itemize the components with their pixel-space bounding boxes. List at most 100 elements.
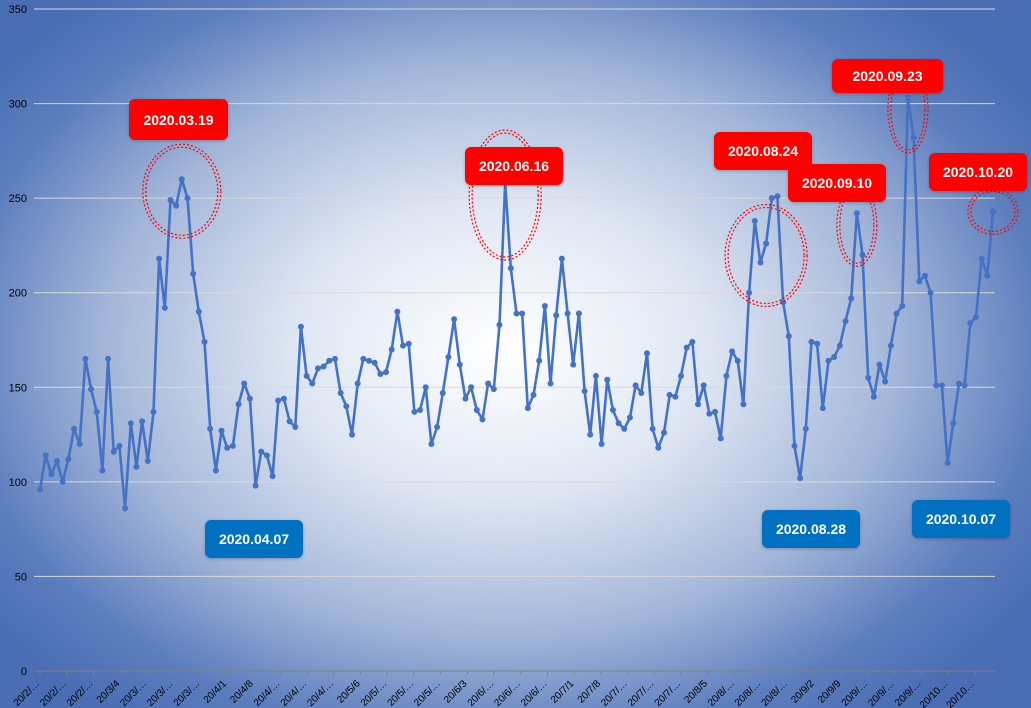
data-point (275, 397, 282, 404)
data-point (88, 386, 95, 393)
highlight-ring (724, 203, 808, 308)
annotation-2020-10-07: 2020.10.07 (912, 500, 1010, 538)
x-tick-label: 20/5/… (359, 678, 390, 708)
data-point (400, 342, 407, 349)
data-point (286, 418, 293, 425)
data-point (938, 382, 945, 389)
data-point (428, 441, 435, 448)
data-point (547, 380, 554, 387)
data-point (825, 357, 832, 364)
data-point (82, 355, 89, 362)
data-point (405, 340, 412, 347)
annotation-2020-04-07: 2020.04.07 (205, 520, 303, 558)
data-point (252, 482, 259, 489)
data-point (366, 357, 373, 364)
data-point (303, 372, 310, 379)
data-point (105, 355, 112, 362)
data-point (507, 265, 514, 272)
x-tick-label: 20/2/… (12, 678, 43, 708)
x-tick-label: 20/9/… (866, 678, 897, 708)
data-point (575, 310, 582, 317)
data-point (184, 195, 191, 202)
highlight-ring (970, 190, 1016, 232)
y-tick-label: 150 (9, 382, 27, 394)
data-point (445, 354, 452, 361)
y-tick-label: 350 (9, 4, 27, 16)
data-point (751, 217, 758, 224)
data-point (292, 424, 299, 431)
x-tick-label: 20/7/… (599, 678, 630, 708)
data-point (161, 304, 168, 311)
data-point (899, 302, 906, 309)
x-tick-label: 20/4/… (279, 678, 310, 708)
data-point (791, 442, 798, 449)
x-tick-label: 20/2/… (38, 678, 69, 708)
data-point (519, 310, 526, 317)
data-point (723, 372, 730, 379)
data-point (609, 406, 616, 413)
annotation-2020-09-23: 2020.09.23 (832, 59, 943, 93)
data-point (955, 380, 962, 387)
highlight-rings (142, 66, 1019, 308)
data-point (235, 401, 242, 408)
data-point (93, 408, 100, 415)
highlight-ring (468, 129, 542, 261)
data-point (615, 420, 622, 427)
y-tick-label: 250 (9, 193, 27, 205)
x-tick-label: 20/3/… (118, 678, 149, 708)
data-point (961, 382, 968, 389)
data-point (371, 359, 378, 366)
data-point (241, 380, 248, 387)
data-point (71, 425, 78, 432)
data-point (689, 338, 696, 345)
data-point (229, 442, 236, 449)
data-point (859, 251, 866, 258)
data-point (280, 395, 287, 402)
data-point (263, 452, 270, 459)
data-point (638, 389, 645, 396)
data-point (246, 395, 253, 402)
x-tick-label: 20/5/… (412, 678, 443, 708)
data-point (604, 376, 611, 383)
data-point (422, 384, 429, 391)
data-point (933, 382, 940, 389)
data-point (133, 463, 140, 470)
data-point (990, 208, 996, 215)
data-point (530, 391, 537, 398)
data-point (757, 259, 764, 266)
data-point (706, 410, 713, 417)
x-tick-label: 20/7/1 (549, 678, 577, 706)
data-point (768, 195, 775, 202)
data-point (763, 240, 770, 247)
data-point (558, 255, 565, 262)
data-point (42, 452, 49, 459)
data-point (59, 478, 66, 485)
data-point (870, 393, 877, 400)
data-point (383, 369, 390, 376)
data-point (127, 420, 134, 427)
data-point (785, 333, 792, 340)
data-point (541, 302, 548, 309)
data-point (746, 289, 753, 296)
data-point (496, 321, 503, 328)
data-point (258, 448, 265, 455)
annotation-2020-08-24: 2020.08.24 (714, 132, 812, 170)
data-point (819, 405, 826, 412)
data-point (643, 350, 650, 357)
data-point (893, 310, 900, 317)
data-point (473, 406, 480, 413)
data-point (314, 365, 321, 372)
data-point (564, 310, 571, 317)
data-point (320, 363, 327, 370)
data-point (865, 374, 872, 381)
data-point (490, 386, 497, 393)
data-point (451, 316, 458, 323)
data-point (592, 372, 599, 379)
data-point (195, 308, 202, 315)
data-point (297, 323, 304, 330)
data-point (417, 406, 424, 413)
data-point (876, 361, 883, 368)
data-point (343, 403, 350, 410)
data-point (65, 456, 72, 463)
